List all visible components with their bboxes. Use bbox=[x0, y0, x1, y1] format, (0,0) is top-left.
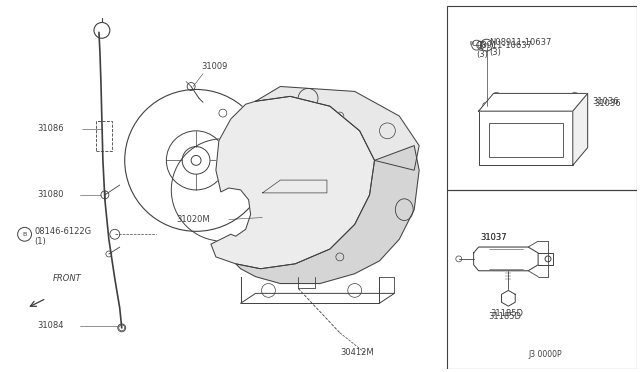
Text: (3): (3) bbox=[477, 49, 488, 58]
Text: J3 0000P: J3 0000P bbox=[528, 350, 562, 359]
Text: (1): (1) bbox=[35, 237, 46, 246]
Polygon shape bbox=[211, 96, 374, 269]
Text: N: N bbox=[470, 41, 474, 46]
Bar bbox=[447, 190, 637, 369]
Text: 31036: 31036 bbox=[593, 97, 620, 106]
Text: 31009: 31009 bbox=[201, 62, 227, 71]
Text: N: N bbox=[484, 43, 488, 48]
Text: N08911-10637: N08911-10637 bbox=[490, 38, 552, 46]
Text: 31037: 31037 bbox=[480, 233, 507, 242]
Polygon shape bbox=[236, 145, 419, 283]
Text: 31084: 31084 bbox=[38, 321, 64, 330]
Text: 08911-10637: 08911-10637 bbox=[477, 41, 532, 49]
Text: 31185D: 31185D bbox=[488, 311, 522, 321]
Bar bbox=[262, 193, 327, 234]
Text: 31020M: 31020M bbox=[176, 215, 210, 224]
Text: 31086: 31086 bbox=[38, 124, 64, 134]
Bar bbox=[447, 6, 637, 190]
Text: 31080: 31080 bbox=[38, 190, 64, 199]
Text: 31185D: 31185D bbox=[490, 308, 524, 318]
Polygon shape bbox=[479, 93, 588, 111]
Polygon shape bbox=[502, 291, 515, 306]
Bar bbox=[488, 123, 563, 157]
Bar bbox=[96, 121, 112, 151]
Text: (3): (3) bbox=[490, 48, 501, 57]
Polygon shape bbox=[573, 93, 588, 165]
Text: 30412M: 30412M bbox=[340, 348, 374, 357]
Text: 31037: 31037 bbox=[480, 233, 507, 242]
Bar bbox=[479, 111, 573, 165]
Polygon shape bbox=[474, 247, 538, 271]
Text: B: B bbox=[22, 232, 27, 237]
Polygon shape bbox=[255, 87, 419, 170]
Text: 31036: 31036 bbox=[595, 99, 621, 108]
Text: FRONT: FRONT bbox=[52, 274, 81, 283]
Text: 08146-6122G: 08146-6122G bbox=[35, 227, 92, 236]
